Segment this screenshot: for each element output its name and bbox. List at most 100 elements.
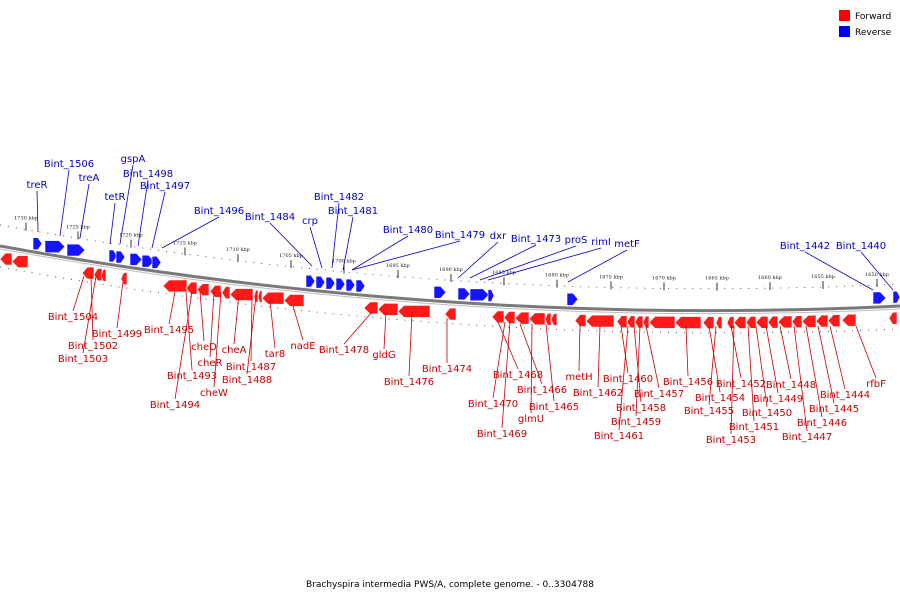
forward-gene-label[interactable]: Bint_1447 xyxy=(782,432,832,443)
forward-gene-label[interactable]: Bint_1465 xyxy=(529,402,579,413)
forward-gene-label[interactable]: Bint_1445 xyxy=(809,404,859,415)
forward-gene-arrow[interactable] xyxy=(585,314,615,328)
forward-gene-label[interactable]: Bint_1453 xyxy=(706,435,756,446)
forward-gene-arrow[interactable] xyxy=(777,315,793,329)
forward-gene-label[interactable]: tar8 xyxy=(265,349,286,360)
forward-gene-arrow[interactable] xyxy=(397,305,431,318)
forward-gene-arrow[interactable] xyxy=(574,314,587,327)
reverse-gene-label[interactable]: proS xyxy=(565,235,588,246)
reverse-gene-label[interactable]: Bint_1440 xyxy=(836,241,886,252)
forward-gene-arrow[interactable] xyxy=(444,307,457,321)
forward-gene-arrow[interactable] xyxy=(363,301,379,315)
forward-gene-arrow[interactable] xyxy=(767,315,779,329)
forward-gene-label[interactable]: Bint_1487 xyxy=(226,362,276,373)
reverse-gene-label[interactable]: treA xyxy=(79,173,100,184)
forward-gene-label[interactable]: Bint_1450 xyxy=(742,408,792,419)
forward-gene-arrow[interactable] xyxy=(377,303,399,316)
forward-gene-label[interactable]: rfbF xyxy=(866,379,886,390)
forward-gene-label[interactable]: Bint_1504 xyxy=(48,312,98,323)
forward-gene-arrow[interactable] xyxy=(162,279,188,293)
reverse-gene-arrow[interactable] xyxy=(335,277,346,291)
forward-gene-label[interactable]: Bint_1451 xyxy=(729,422,779,433)
forward-gene-label[interactable]: Bint_1466 xyxy=(517,385,567,396)
forward-gene-label[interactable]: metH xyxy=(565,372,592,383)
forward-gene-arrow[interactable] xyxy=(221,286,231,299)
forward-gene-label[interactable]: Bint_1457 xyxy=(634,389,684,400)
forward-gene-arrow[interactable] xyxy=(514,311,530,325)
reverse-gene-arrow[interactable] xyxy=(108,249,118,263)
forward-gene-arrow[interactable] xyxy=(791,315,803,328)
forward-gene-arrow[interactable] xyxy=(503,311,516,324)
forward-gene-label[interactable]: Bint_1462 xyxy=(573,388,623,399)
reverse-gene-label[interactable]: Bint_1496 xyxy=(194,206,244,217)
forward-gene-arrow[interactable] xyxy=(0,252,13,266)
forward-gene-arrow[interactable] xyxy=(491,310,505,324)
forward-gene-label[interactable]: Bint_1474 xyxy=(422,364,472,375)
forward-gene-label[interactable]: Bint_1459 xyxy=(611,417,661,428)
forward-gene-arrow[interactable] xyxy=(257,290,263,303)
forward-gene-arrow[interactable] xyxy=(733,316,747,329)
forward-gene-label[interactable]: Bint_1478 xyxy=(319,345,369,356)
forward-gene-arrow[interactable] xyxy=(544,313,552,326)
reverse-gene-arrow[interactable] xyxy=(433,286,447,299)
forward-gene-label[interactable]: cheR xyxy=(198,358,223,369)
forward-gene-arrow[interactable] xyxy=(815,314,829,328)
reverse-gene-arrow[interactable] xyxy=(141,254,155,268)
reverse-gene-label[interactable]: Bint_1482 xyxy=(314,192,364,203)
reverse-gene-label[interactable]: Bint_1506 xyxy=(44,159,94,170)
reverse-gene-label[interactable]: Bint_1484 xyxy=(245,212,295,223)
forward-gene-arrow[interactable] xyxy=(801,315,817,328)
forward-gene-arrow[interactable] xyxy=(120,272,128,285)
forward-gene-label[interactable]: Bint_1470 xyxy=(468,399,518,410)
forward-gene-arrow[interactable] xyxy=(755,316,769,329)
forward-gene-label[interactable]: Bint_1446 xyxy=(797,418,847,429)
forward-gene-label[interactable]: Bint_1455 xyxy=(684,406,734,417)
forward-gene-arrow[interactable] xyxy=(528,312,546,326)
forward-gene-label[interactable]: cheD xyxy=(191,342,217,353)
reverse-gene-arrow[interactable] xyxy=(151,256,162,269)
forward-gene-arrow[interactable] xyxy=(702,316,715,329)
forward-gene-label[interactable]: glmU xyxy=(518,414,544,425)
reverse-gene-arrow[interactable] xyxy=(115,250,126,264)
forward-gene-arrow[interactable] xyxy=(209,285,222,298)
forward-gene-arrow[interactable] xyxy=(634,315,644,329)
reverse-gene-label[interactable]: Bint_1480 xyxy=(383,225,433,236)
forward-gene-label[interactable]: Bint_1454 xyxy=(695,393,745,404)
forward-gene-arrow[interactable] xyxy=(888,312,898,325)
forward-gene-label[interactable]: Bint_1452 xyxy=(716,379,766,390)
forward-gene-arrow[interactable] xyxy=(648,316,676,329)
forward-gene-label[interactable]: Bint_1476 xyxy=(384,377,434,388)
reverse-gene-arrow[interactable] xyxy=(872,291,887,305)
reverse-gene-label[interactable]: metF xyxy=(614,239,640,250)
reverse-gene-arrow[interactable] xyxy=(32,237,43,250)
forward-gene-label[interactable]: Bint_1458 xyxy=(616,403,666,414)
forward-gene-arrow[interactable] xyxy=(261,291,285,305)
reverse-gene-label[interactable]: gspA xyxy=(121,154,146,165)
reverse-gene-arrow[interactable] xyxy=(469,288,490,302)
forward-gene-arrow[interactable] xyxy=(229,288,254,301)
forward-gene-label[interactable]: Bint_1444 xyxy=(820,390,870,401)
reverse-gene-arrow[interactable] xyxy=(66,243,86,257)
forward-gene-label[interactable]: Bint_1495 xyxy=(144,325,194,336)
reverse-gene-label[interactable]: Bint_1479 xyxy=(435,230,485,241)
forward-gene-label[interactable]: Bint_1468 xyxy=(493,370,543,381)
forward-gene-label[interactable]: nadE xyxy=(290,341,315,352)
reverse-gene-arrow[interactable] xyxy=(44,240,66,253)
forward-gene-arrow[interactable] xyxy=(715,316,723,329)
forward-gene-arrow[interactable] xyxy=(841,313,857,327)
forward-gene-arrow[interactable] xyxy=(100,269,107,282)
forward-gene-label[interactable]: Bint_1449 xyxy=(753,394,803,405)
forward-gene-label[interactable]: Bint_1469 xyxy=(477,429,527,440)
forward-gene-arrow[interactable] xyxy=(11,255,29,268)
forward-gene-label[interactable]: cheW xyxy=(200,388,228,399)
forward-gene-label[interactable]: Bint_1493 xyxy=(167,371,217,382)
forward-gene-arrow[interactable] xyxy=(185,281,198,295)
reverse-gene-arrow[interactable] xyxy=(566,292,579,306)
reverse-gene-label[interactable]: Bint_1481 xyxy=(328,206,378,217)
reverse-gene-label[interactable]: Bint_1473 xyxy=(511,234,561,245)
forward-gene-arrow[interactable] xyxy=(196,283,210,296)
reverse-gene-arrow[interactable] xyxy=(315,275,326,289)
reverse-gene-label[interactable]: Bint_1442 xyxy=(780,241,830,252)
reverse-gene-label[interactable]: dxr xyxy=(490,231,507,242)
forward-gene-arrow[interactable] xyxy=(283,294,305,307)
